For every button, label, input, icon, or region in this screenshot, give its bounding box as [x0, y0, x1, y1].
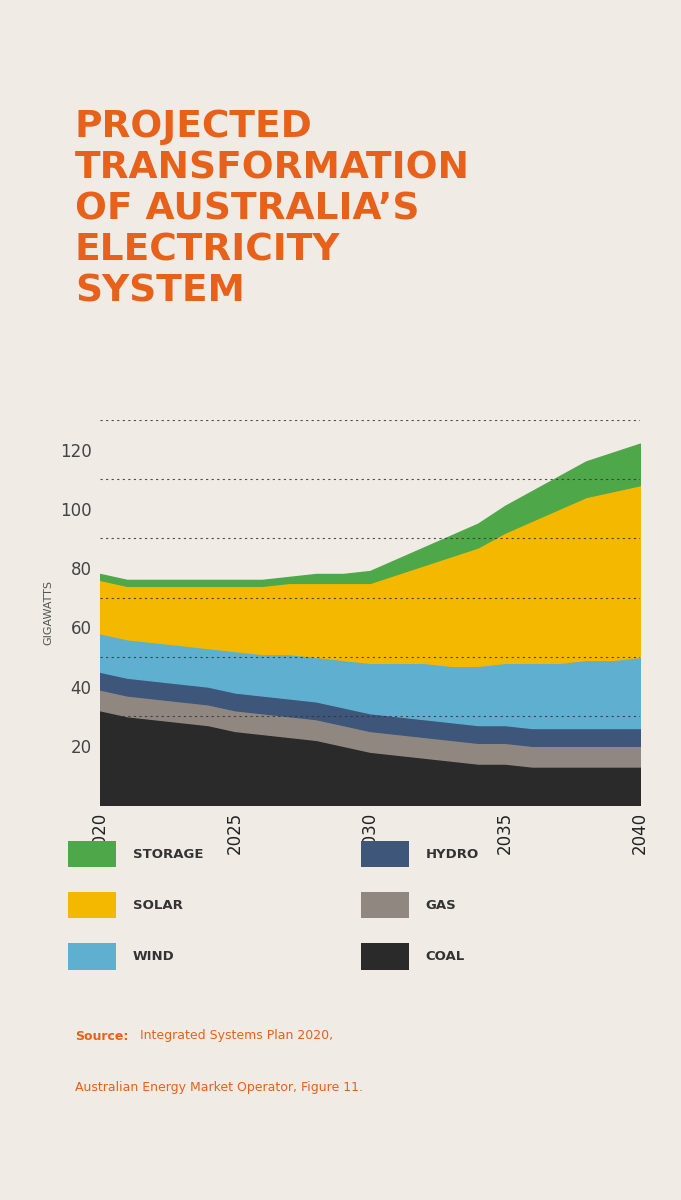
Bar: [68, 892, 116, 918]
Text: GAS: GAS: [426, 899, 456, 912]
Text: Source:: Source:: [75, 1030, 128, 1043]
Bar: [68, 943, 116, 970]
Text: COAL: COAL: [426, 950, 465, 962]
Text: PROJECTED
TRANSFORMATION
OF AUSTRALIA’S
ELECTRICITY
SYSTEM: PROJECTED TRANSFORMATION OF AUSTRALIA’S …: [75, 109, 470, 310]
Bar: [361, 943, 409, 970]
Bar: [361, 892, 409, 918]
Bar: [68, 841, 116, 868]
Y-axis label: GIGAWATTS: GIGAWATTS: [44, 580, 54, 646]
Text: Australian Energy Market Operator, Figure 11.: Australian Energy Market Operator, Figur…: [75, 1081, 363, 1094]
Text: HYDRO: HYDRO: [426, 847, 479, 860]
Bar: [361, 841, 409, 868]
Text: SOLAR: SOLAR: [133, 899, 183, 912]
Text: Integrated Systems Plan 2020,: Integrated Systems Plan 2020,: [136, 1030, 333, 1043]
Text: STORAGE: STORAGE: [133, 847, 204, 860]
Text: WIND: WIND: [133, 950, 174, 962]
